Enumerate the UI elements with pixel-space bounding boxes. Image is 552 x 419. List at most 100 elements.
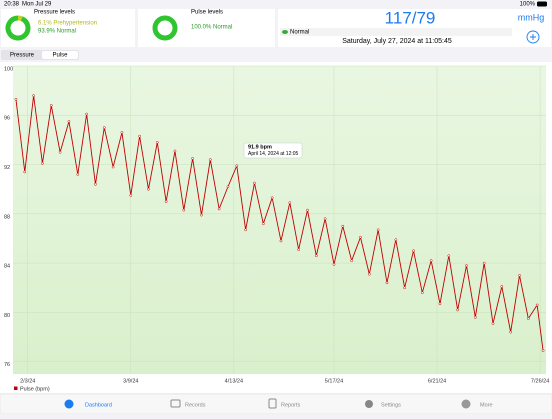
data-point[interactable]	[438, 302, 442, 306]
data-point[interactable]	[138, 134, 141, 138]
data-point[interactable]	[58, 150, 62, 154]
data-point[interactable]	[456, 308, 460, 312]
data-point[interactable]	[191, 157, 194, 160]
data-point[interactable]	[350, 259, 353, 263]
tab-icon	[64, 399, 74, 409]
data-point[interactable]	[14, 97, 18, 101]
data-point[interactable]	[279, 239, 283, 243]
data-point[interactable]	[323, 217, 327, 221]
data-point[interactable]	[41, 161, 44, 165]
data-point[interactable]	[173, 149, 177, 153]
y-tick-label: 100	[4, 66, 13, 72]
tab-bar-item[interactable]: More	[480, 402, 493, 408]
chart: 76 80 84 88 92 96 100 2/3/24 3/9/24 4/13/24 5/17/2…	[4, 65, 549, 392]
data-point[interactable]	[394, 238, 398, 242]
y-tick-label: 76	[4, 362, 10, 368]
data-point[interactable]	[200, 213, 203, 217]
card-title: Pressure levels	[34, 10, 75, 16]
data-point[interactable]	[420, 291, 424, 295]
legend-swatch	[14, 386, 18, 390]
status-dot	[282, 30, 288, 34]
data-point[interactable]	[359, 235, 362, 239]
data-point[interactable]	[341, 224, 345, 228]
data-point[interactable]	[535, 303, 539, 307]
data-point[interactable]	[482, 261, 486, 265]
data-point[interactable]	[67, 120, 71, 123]
data-point[interactable]	[261, 222, 265, 226]
x-tick-label: 5/17/24	[325, 378, 343, 384]
x-tick-label: 7/26/24	[531, 378, 549, 384]
add-button[interactable]	[526, 30, 540, 44]
card-title: Pulse levels	[191, 10, 223, 16]
data-point[interactable]	[235, 164, 239, 168]
data-point[interactable]	[465, 264, 468, 267]
y-tick-label: 96	[4, 116, 10, 122]
data-point[interactable]	[217, 207, 221, 211]
data-point[interactable]	[314, 254, 318, 258]
data-point[interactable]	[332, 263, 336, 266]
pressure-donut	[5, 15, 31, 41]
tab-bar-item[interactable]: Dashboard	[85, 402, 112, 408]
data-point[interactable]	[509, 330, 513, 334]
data-point[interactable]	[94, 182, 97, 186]
data-point[interactable]	[500, 285, 504, 288]
data-point[interactable]	[253, 181, 256, 185]
data-point[interactable]	[164, 200, 168, 203]
data-point[interactable]	[403, 286, 407, 290]
data-point[interactable]	[526, 317, 530, 320]
tab-icon	[461, 399, 471, 409]
data-point[interactable]	[491, 322, 495, 325]
data-point[interactable]	[208, 158, 212, 161]
data-point[interactable]	[518, 274, 521, 277]
data-point[interactable]	[541, 349, 545, 352]
tab-icon	[170, 399, 181, 408]
data-point[interactable]	[49, 104, 53, 107]
data-point[interactable]	[367, 272, 371, 276]
data-point[interactable]	[429, 259, 433, 263]
tab-bar-item[interactable]: Reports	[281, 402, 301, 408]
data-point[interactable]	[473, 315, 477, 319]
data-point[interactable]	[32, 94, 35, 97]
data-point[interactable]	[297, 248, 300, 251]
data-point[interactable]	[447, 254, 451, 258]
tab-icon	[365, 400, 373, 408]
data-point[interactable]	[244, 228, 247, 232]
data-point[interactable]	[102, 126, 106, 129]
tooltip-subtitle: April 14, 2024 at 12:05	[248, 151, 299, 157]
donut-segment	[17, 15, 23, 22]
data-point[interactable]	[129, 194, 133, 197]
data-point[interactable]	[120, 131, 124, 134]
y-tick-label: 80	[4, 313, 10, 319]
data-point[interactable]	[385, 281, 389, 285]
reading-status: Normal	[290, 30, 309, 36]
data-point[interactable]	[226, 185, 230, 189]
data-point[interactable]	[270, 196, 274, 200]
donut-segment	[152, 15, 178, 41]
data-point[interactable]	[76, 173, 80, 176]
plot-area	[13, 66, 546, 374]
tab[interactable]: Pressure	[10, 53, 35, 59]
x-tick-label: 3/9/24	[123, 378, 138, 384]
pressure-card[interactable]	[1, 9, 135, 47]
data-point[interactable]	[111, 165, 115, 169]
tab-bar-item[interactable]: Records	[185, 402, 206, 408]
legend-text: 6.1% Prehypertension	[38, 21, 97, 27]
reading-timestamp: Saturday, July 27, 2024 at 11:05:45	[342, 38, 452, 45]
tab[interactable]: Pulse	[52, 53, 68, 59]
data-point[interactable]	[376, 228, 380, 232]
data-point[interactable]	[288, 201, 292, 205]
tab-bar-item[interactable]: Settings	[381, 402, 401, 408]
data-point[interactable]	[182, 208, 186, 212]
reading-unit[interactable]: mmHg	[518, 12, 545, 22]
data-point[interactable]	[85, 112, 88, 116]
x-tick-label: 4/13/24	[225, 378, 243, 384]
data-point[interactable]	[23, 170, 27, 174]
data-point[interactable]	[306, 208, 309, 212]
data-point[interactable]	[147, 187, 150, 191]
data-point[interactable]	[412, 249, 415, 253]
pulse-card[interactable]	[138, 9, 275, 47]
data-point[interactable]	[155, 141, 159, 144]
y-tick-label: 88	[4, 214, 10, 220]
